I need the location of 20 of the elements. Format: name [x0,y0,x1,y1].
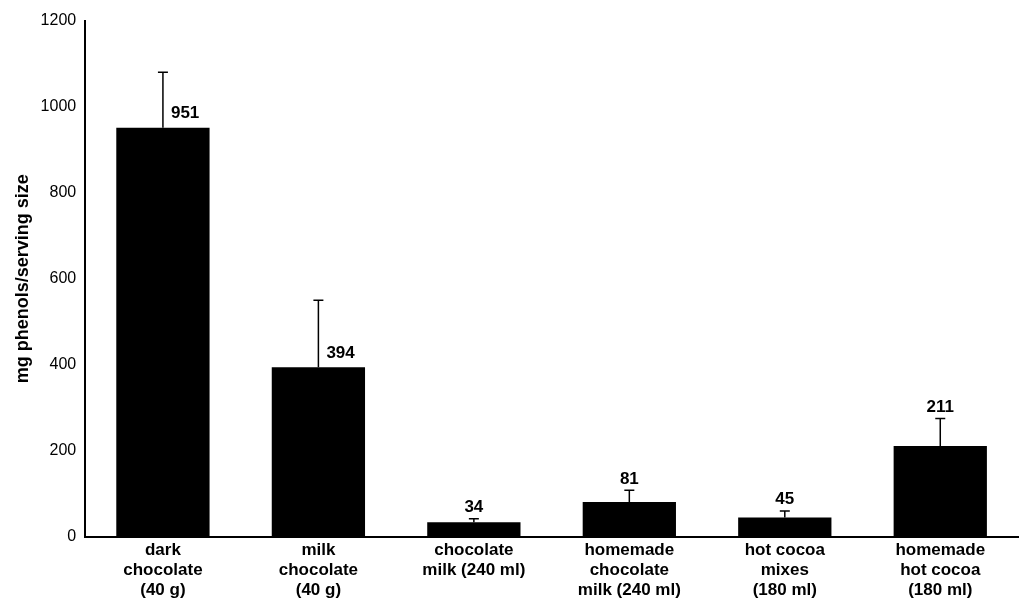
data-label: 394 [326,342,356,362]
y-tick-label: 600 [49,269,77,287]
x-tick-label: homemade hot cocoa (180 ml) [895,539,986,600]
data-label: 34 [464,496,484,516]
y-tick-label: 0 [67,527,77,545]
y-tick-label: 400 [49,355,77,373]
x-tick-label: hot cocoa mixes (180 ml) [744,539,826,600]
x-tick-label: dark chocolate (40 g) [123,539,203,600]
data-label: 81 [619,468,639,488]
x-tick-label: homemade chocolate milk (240 ml) [577,539,681,600]
x-tick-label: milk chocolate (40 g) [278,539,359,600]
y-axis-title: mg phenols/serving size [11,174,32,384]
data-label: 211 [926,396,954,416]
y-tick-label: 1000 [40,97,77,115]
y-tick-label: 200 [49,441,77,459]
data-label: 951 [170,102,200,122]
y-tick-label: 1200 [40,11,77,29]
y-tick-label: 800 [49,183,77,201]
data-label: 45 [775,489,795,509]
x-tick-label: chocolate milk (240 ml) [422,539,526,580]
